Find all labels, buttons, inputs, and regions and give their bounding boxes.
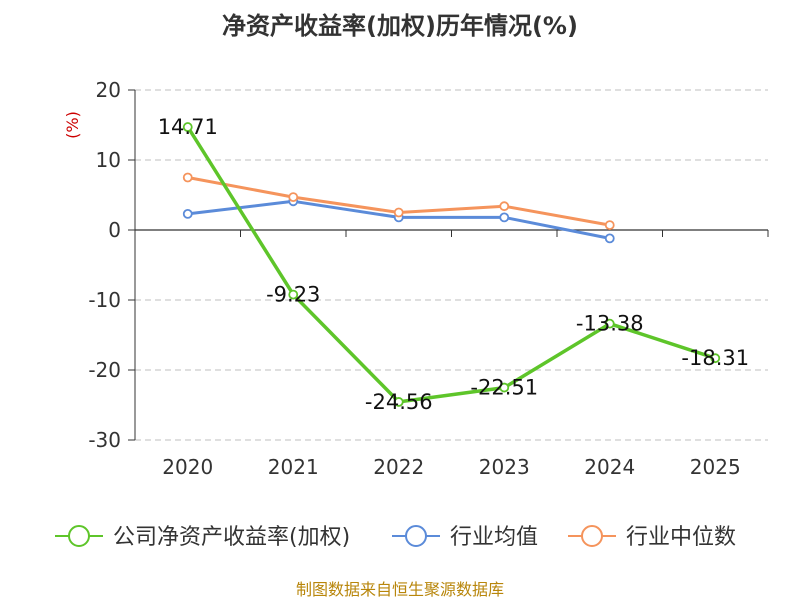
- x-tick-label: 2023: [479, 455, 530, 479]
- data-point: [182, 122, 193, 132]
- y-tick-label: 0: [108, 218, 121, 242]
- source-note: 制图数据来自恒生聚源数据库: [296, 580, 504, 599]
- chart-title: 净资产收益率(加权)历年情况(%): [222, 12, 578, 40]
- data-point: [604, 220, 615, 231]
- axes: 20 10 0 -10 -20 -30 2020 2021 2022 2023 2024 2025: [88, 78, 769, 479]
- data-point: [393, 397, 404, 407]
- data-label: -9.23: [266, 283, 320, 307]
- y-tick-label: -30: [88, 428, 121, 452]
- legend: 公司净资产收益率(加权) 行业均值 行业中位数: [55, 525, 736, 550]
- data-point: [499, 382, 510, 393]
- x-tick-label: 2024: [584, 455, 635, 479]
- data-label: -24.56: [365, 390, 433, 414]
- legend-marker: [581, 525, 603, 547]
- series-line: [186, 126, 716, 404]
- data-labels: 14.71 -9.23 -24.56 -22.51 -13.38 -18.31: [158, 115, 749, 414]
- data-point: [499, 212, 510, 223]
- legend-marker: [68, 525, 90, 547]
- y-tick-label: 20: [96, 78, 121, 102]
- data-point: [604, 233, 615, 244]
- legend-label: 公司净资产收益率(加权): [113, 525, 350, 550]
- y-tick-label: 10: [96, 148, 121, 172]
- legend-label: 行业中位数: [626, 525, 736, 550]
- y-axis-unit: (%): [63, 111, 82, 139]
- data-label: -22.51: [470, 376, 538, 400]
- legend-marker: [405, 525, 427, 547]
- data-label: 14.71: [158, 115, 218, 139]
- x-tick-label: 2021: [268, 455, 319, 479]
- data-point: [182, 172, 193, 183]
- legend-label: 行业均值: [450, 525, 538, 550]
- y-tick-label: -10: [88, 288, 121, 312]
- x-tick-label: 2025: [690, 455, 741, 479]
- y-tick-label: -20: [88, 358, 121, 382]
- data-point: [604, 318, 615, 329]
- data-label: -18.31: [681, 346, 749, 370]
- data-point: [288, 289, 299, 300]
- x-tick-label: 2020: [162, 455, 213, 479]
- data-point: [710, 353, 721, 364]
- data-point: [288, 192, 299, 203]
- data-label: -13.38: [576, 312, 644, 336]
- data-point: [393, 207, 404, 218]
- series: [182, 122, 721, 407]
- grid: [135, 89, 768, 441]
- data-point: [182, 208, 193, 219]
- data-point: [499, 201, 510, 212]
- x-tick-label: 2022: [373, 455, 424, 479]
